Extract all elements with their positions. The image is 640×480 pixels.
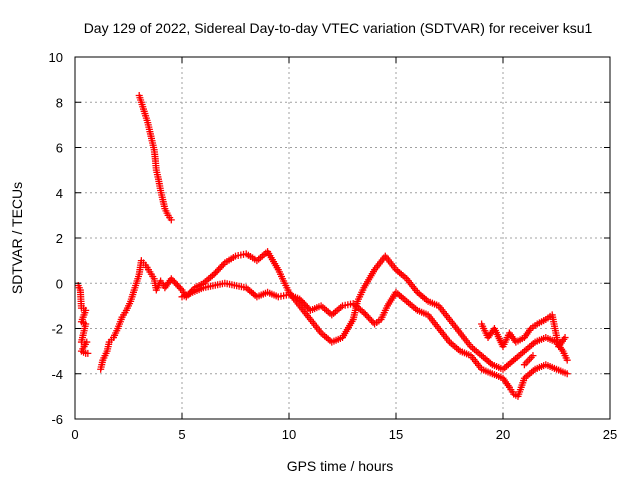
- grid-lines: [75, 57, 610, 419]
- data-point: [300, 300, 308, 308]
- data-point: [167, 275, 175, 283]
- data-point: [176, 284, 184, 292]
- data-point: [299, 298, 307, 306]
- data-point: [215, 265, 223, 273]
- data-point: [363, 312, 371, 320]
- y-tick-label: 6: [56, 141, 63, 156]
- y-tick-label: 0: [56, 276, 63, 291]
- data-point: [366, 315, 374, 323]
- data-point: [529, 352, 537, 360]
- data-point: [303, 303, 311, 311]
- x-tick-label: 5: [178, 427, 185, 442]
- chart-title: Day 129 of 2022, Sidereal Day-to-day VTE…: [84, 20, 593, 36]
- data-point: [175, 283, 183, 291]
- data-point: [563, 370, 571, 378]
- y-tick-label: 4: [56, 186, 63, 201]
- x-axis-label: GPS time / hours: [287, 458, 394, 474]
- data-point: [219, 261, 227, 269]
- data-point: [302, 302, 310, 310]
- y-axis-ticks: -6 -4 -2 0 2 4 6 8 10: [49, 50, 610, 427]
- y-tick-label: 2: [56, 231, 63, 246]
- x-axis-ticks: 0 5 10 15 20 25: [71, 57, 617, 442]
- data-point: [360, 309, 368, 317]
- y-tick-label: 8: [56, 95, 63, 110]
- data-points: [74, 91, 571, 400]
- x-tick-label: 0: [71, 427, 78, 442]
- x-tick-label: 20: [496, 427, 510, 442]
- data-point: [218, 262, 226, 270]
- data-point: [172, 280, 180, 288]
- data-point: [368, 317, 376, 325]
- y-tick-label: 10: [49, 50, 63, 65]
- data-point: [84, 349, 92, 357]
- data-point: [212, 269, 220, 277]
- data-point: [170, 278, 178, 286]
- x-tick-label: 10: [282, 427, 296, 442]
- data-point: [361, 310, 369, 318]
- data-point: [563, 356, 571, 364]
- x-tick-label: 15: [389, 427, 403, 442]
- data-point: [216, 264, 224, 272]
- data-point: [167, 216, 175, 224]
- data-point: [297, 297, 305, 305]
- data-point: [169, 276, 177, 284]
- y-tick-label: -2: [51, 322, 63, 337]
- data-point: [173, 281, 181, 289]
- data-point: [210, 270, 218, 278]
- y-tick-label: -4: [51, 367, 63, 382]
- y-axis-label: SDTVAR / TECUs: [9, 182, 25, 294]
- data-point: [561, 334, 569, 342]
- data-point: [213, 267, 221, 275]
- y-tick-label: -6: [51, 412, 63, 427]
- data-point: [296, 295, 304, 303]
- data-point: [364, 314, 372, 322]
- x-tick-label: 25: [603, 427, 617, 442]
